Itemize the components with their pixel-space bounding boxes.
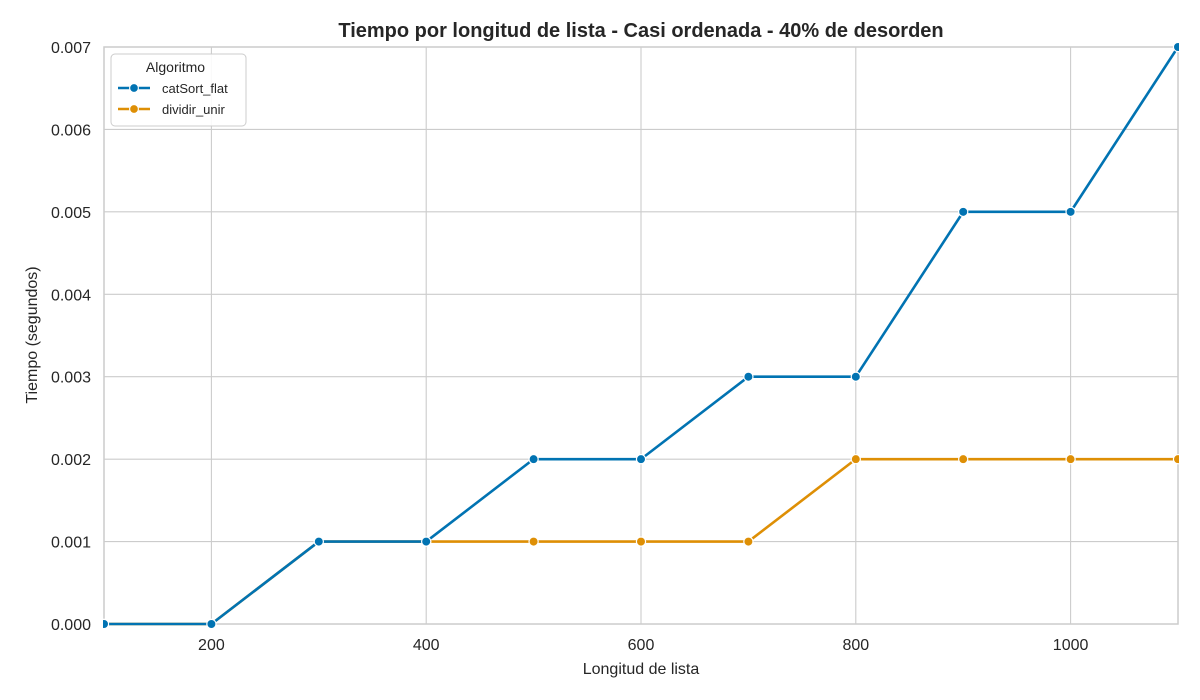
series-catSort_flat	[103, 41, 1179, 630]
data-point-dividir_unir	[743, 536, 754, 547]
series-layer	[103, 41, 1179, 630]
x-tick-label: 200	[198, 637, 225, 654]
x-tick-label: 600	[628, 637, 655, 654]
y-tick-label: 0.005	[51, 205, 91, 222]
data-point-catSort_flat	[1065, 206, 1076, 218]
data-point-dividir_unir	[850, 453, 862, 465]
data-point-catSort_flat	[206, 618, 217, 630]
data-point-dividir_unir	[1065, 453, 1076, 465]
legend-swatch-marker	[129, 104, 139, 114]
data-point-dividir_unir	[1172, 453, 1179, 465]
y-tick-label: 0.006	[51, 122, 91, 139]
data-point-dividir_unir	[958, 453, 969, 465]
x-tick-label: 1000	[1053, 637, 1089, 654]
legend-title: Algoritmo	[146, 59, 205, 75]
plot-frame	[103, 46, 1179, 625]
data-point-catSort_flat	[958, 206, 969, 218]
y-axis-label: Tiempo (segundos)	[24, 266, 41, 403]
data-point-dividir_unir	[635, 536, 647, 547]
legend-item-catSort_flat: catSort_flat	[118, 81, 228, 96]
x-tick-label: 800	[842, 637, 869, 654]
data-point-catSort_flat	[743, 371, 754, 382]
data-point-catSort_flat	[635, 453, 647, 465]
x-tick-label: 400	[413, 637, 440, 654]
data-point-catSort_flat	[528, 453, 539, 465]
chart-title: Tiempo por longitud de lista - Casi orde…	[338, 20, 943, 42]
data-point-catSort_flat	[1172, 41, 1179, 53]
legend: Algoritmo catSort_flat dividir_unir	[110, 53, 247, 127]
y-tick-label: 0.000	[51, 617, 91, 634]
data-point-catSort_flat	[421, 536, 432, 547]
data-point-catSort_flat	[850, 371, 862, 382]
legend-item-dividir_unir: dividir_unir	[118, 102, 226, 117]
legend-label: catSort_flat	[162, 81, 228, 96]
y-tick-label: 0.003	[51, 370, 91, 387]
data-point-catSort_flat	[103, 618, 110, 630]
y-tick-label: 0.007	[51, 40, 91, 57]
y-axis-ticks: 0.000 0.001 0.002 0.003 0.004 0.005 0.006 0.007	[51, 40, 91, 634]
legend-swatch-marker	[129, 83, 139, 93]
y-tick-label: 0.002	[51, 452, 91, 469]
x-axis-ticks: 200 400 600 800 1000	[198, 637, 1088, 654]
data-point-dividir_unir	[528, 536, 539, 547]
y-tick-label: 0.001	[51, 535, 91, 552]
legend-label: dividir_unir	[162, 102, 226, 117]
y-tick-label: 0.004	[51, 287, 91, 304]
x-axis-label: Longitud de lista	[583, 661, 700, 678]
data-point-catSort_flat	[313, 536, 324, 547]
